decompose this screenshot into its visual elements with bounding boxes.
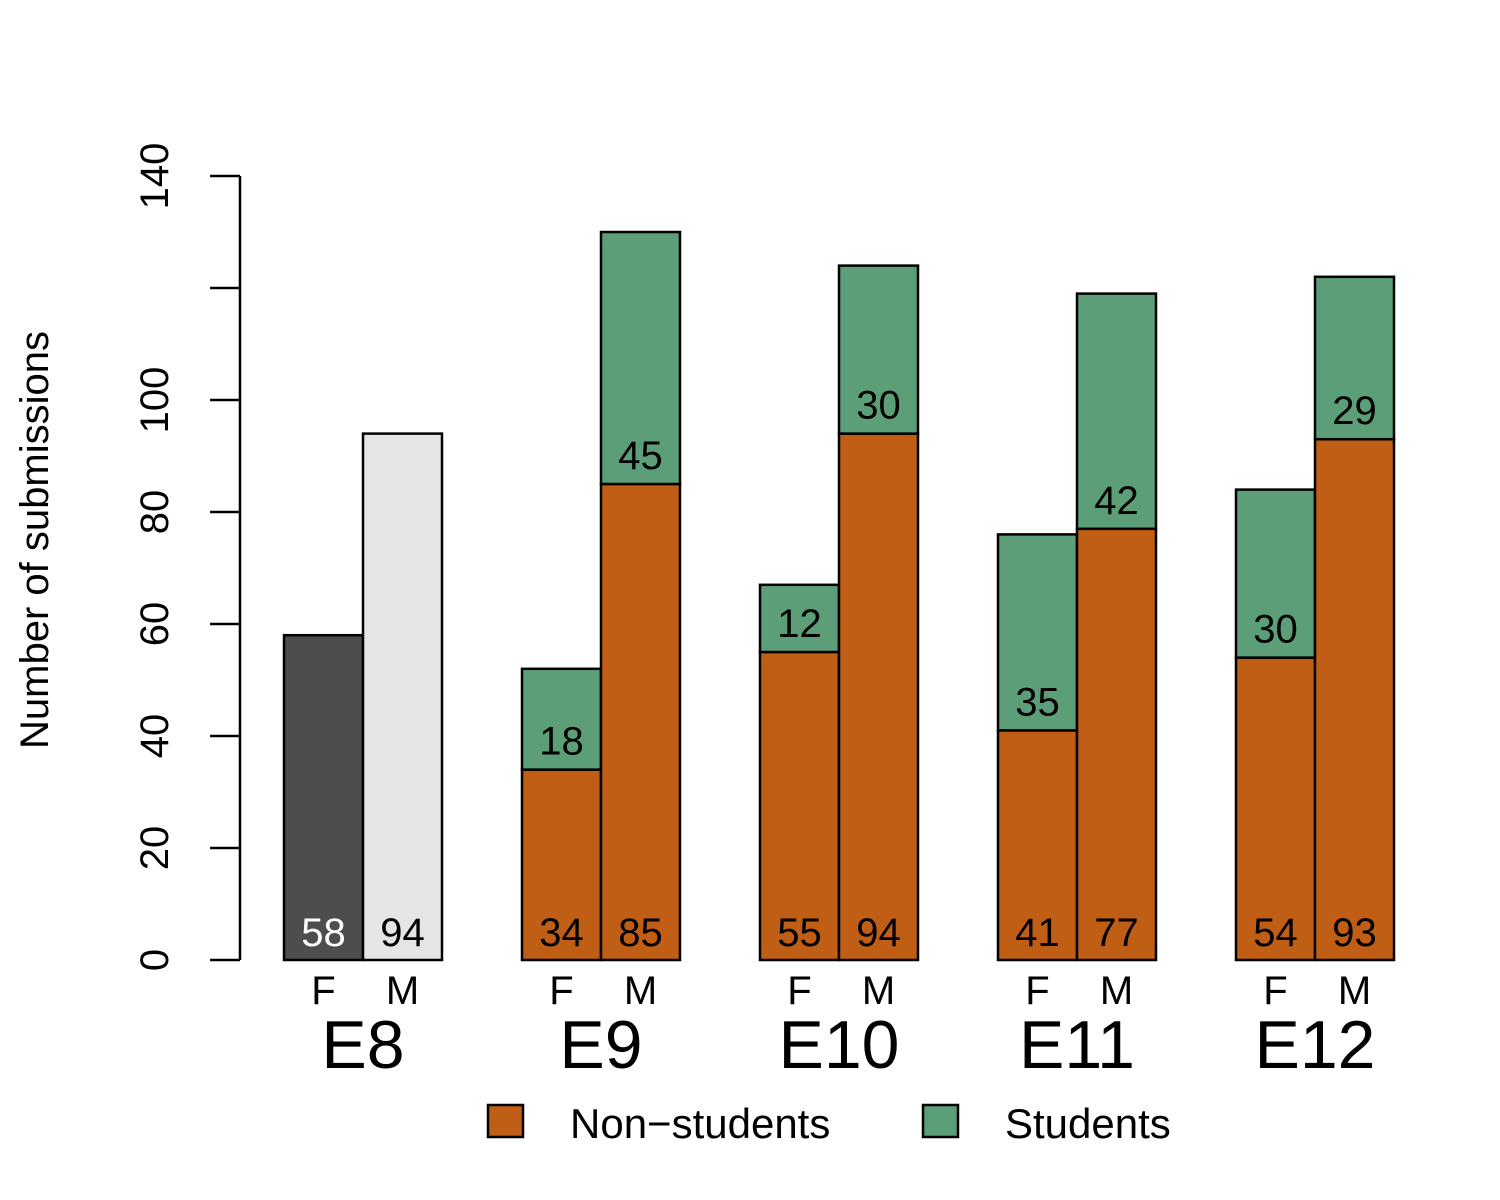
sex-label: F <box>311 969 335 1013</box>
y-axis: 0 20 40 60 80 100 140 <box>133 143 242 971</box>
bar-value-label: 30 <box>1253 608 1298 652</box>
sex-label: F <box>549 969 573 1013</box>
bar-value-label: 35 <box>1015 680 1060 724</box>
sex-label: M <box>386 969 419 1013</box>
bar-non-students-e11-m <box>1075 527 1158 962</box>
bar-value-label: 18 <box>539 720 584 764</box>
bar-non-students-e11-f <box>996 729 1079 962</box>
bar-value-label: 93 <box>1332 911 1377 955</box>
bar-students-e11-m <box>1075 292 1158 531</box>
sex-label: F <box>787 969 811 1013</box>
bar-value-label: 41 <box>1015 911 1060 955</box>
group-label: E10 <box>779 1007 900 1083</box>
bar-value-label: 55 <box>777 911 822 955</box>
sex-label: F <box>1263 969 1287 1013</box>
bar-students-e10-m <box>837 264 920 435</box>
sex-label: F <box>1025 969 1049 1013</box>
bar-value-label: 34 <box>539 911 584 955</box>
sex-label: M <box>624 969 657 1013</box>
bar-students-e10-f <box>758 583 841 654</box>
bar-value-label: 77 <box>1094 911 1139 955</box>
bar-value-label: 94 <box>856 911 901 955</box>
sex-label: M <box>1338 969 1371 1013</box>
legend-label: Non−students <box>570 1100 830 1147</box>
bar-non-students-e10-m <box>837 432 920 962</box>
y-tick-label: 140 <box>133 143 177 210</box>
bar-value-label: 45 <box>618 434 663 478</box>
bar-e8-m <box>361 432 444 962</box>
sex-label: M <box>1100 969 1133 1013</box>
bar-value-label: 42 <box>1094 479 1139 523</box>
legend-label: Students <box>1005 1100 1171 1147</box>
y-tick-label: 80 <box>133 490 177 535</box>
y-tick-label: 40 <box>133 714 177 759</box>
group-label: E9 <box>559 1007 642 1083</box>
sex-label: M <box>862 969 895 1013</box>
bar-non-students-e9-f <box>520 768 603 962</box>
bar-value-label: 94 <box>380 911 425 955</box>
legend-swatch-non-students <box>486 1103 525 1139</box>
bar-students-e11-f <box>996 533 1079 732</box>
bar-non-students-e12-m <box>1313 437 1396 962</box>
y-axis-title: Number of submissions <box>13 331 57 749</box>
bar-value-label: 54 <box>1253 911 1298 955</box>
bar-value-label: 58 <box>301 911 346 955</box>
group-label: E12 <box>1255 1007 1376 1083</box>
bar-students-e9-f <box>520 667 603 771</box>
legend: Non−students Students <box>486 1100 1171 1147</box>
legend-swatch-students <box>921 1103 960 1139</box>
y-tick-label: 20 <box>133 826 177 871</box>
bar-students-e9-m <box>599 230 682 486</box>
y-tick-label: 100 <box>133 367 177 434</box>
bar-value-label: 30 <box>856 384 901 428</box>
bar-students-e12-m <box>1313 275 1396 441</box>
bar-value-label: 29 <box>1332 389 1377 433</box>
bar-value-label: 12 <box>777 602 822 646</box>
group-label: E8 <box>321 1007 404 1083</box>
bars: 58 94 34 18 85 45 55 12 94 30 41 35 77 42 54 30 93 29 <box>282 230 1396 962</box>
y-tick-label: 0 <box>133 949 177 971</box>
bar-non-students-e9-m <box>599 482 682 962</box>
y-tick-label: 60 <box>133 602 177 647</box>
group-label: E11 <box>1019 1007 1135 1083</box>
bar-value-label: 85 <box>618 911 663 955</box>
